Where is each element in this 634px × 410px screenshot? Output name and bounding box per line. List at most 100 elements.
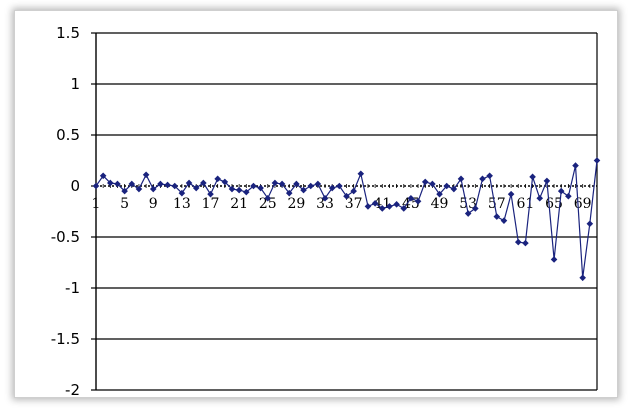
x-tick-label: 69: [574, 196, 592, 212]
data-point-marker: [200, 179, 207, 187]
x-axis-tick-labels: 1 5 9 13 17 21 25 29 33 37 41 45 49 53 57 61 65 69: [92, 196, 592, 212]
data-point-marker: [593, 157, 601, 164]
x-tick-label: 13: [173, 196, 191, 212]
data-point-marker: [285, 189, 293, 197]
data-point-marker: [243, 188, 250, 196]
data-point-marker: [371, 200, 379, 207]
data-point-marker: [264, 194, 272, 202]
data-point-marker: [92, 182, 100, 190]
data-point-marker: [457, 175, 465, 183]
data-point-marker: [228, 185, 236, 193]
y-axis-tick-labels: 1.5 1 0.5 0 -0.5 -1 -1.5 -2: [51, 24, 80, 397]
data-point-marker: [507, 190, 515, 198]
x-tick-label: 49: [431, 196, 449, 212]
series-line: [95, 160, 598, 278]
data-point-marker: [207, 190, 214, 198]
data-point-marker: [314, 180, 322, 188]
data-point-marker: [479, 175, 486, 183]
data-point-marker: [500, 217, 508, 224]
data-point-marker: [171, 182, 179, 190]
line-chart: 1.5 1 0.5 0 -0.5 -1 -1.5 -2 1 5 9 13 17 21 25 29 33 37 41…: [51, 24, 601, 397]
data-point-marker: [271, 179, 279, 187]
y-tick-label: -1.5: [51, 330, 80, 348]
data-point-marker: [579, 274, 586, 282]
y-tick-label: -1: [65, 279, 80, 297]
y-tick-label: -0.5: [51, 228, 80, 246]
data-point-marker: [157, 180, 164, 188]
x-tick-label: 17: [202, 196, 220, 212]
data-point-marker: [557, 187, 565, 195]
data-point-marker: [472, 205, 479, 212]
y-tick-label: 1.5: [56, 24, 80, 42]
data-point-marker: [565, 192, 572, 200]
data-point-marker: [142, 171, 150, 179]
data-point-marker: [278, 180, 286, 188]
data-point-marker: [307, 182, 315, 190]
data-point-marker: [543, 177, 551, 185]
data-point-marker: [364, 203, 372, 210]
x-tick-label: 57: [488, 196, 506, 212]
data-point-marker: [293, 180, 300, 188]
data-point-marker: [550, 256, 558, 263]
data-point-marker: [164, 181, 171, 189]
data-point-marker: [257, 184, 264, 192]
data-point-marker: [357, 170, 365, 178]
y-tick-label: -2: [65, 381, 80, 397]
data-point-marker: [378, 205, 386, 212]
x-tick-label: 29: [287, 196, 305, 212]
x-tick-label: 9: [149, 196, 158, 212]
data-point-marker: [107, 179, 114, 187]
data-point-marker: [178, 189, 186, 197]
data-point-marker: [400, 205, 408, 212]
data-point-marker: [522, 239, 529, 247]
data-point-marker: [121, 187, 128, 195]
x-tick-label: 41: [373, 196, 391, 212]
data-point-marker: [436, 190, 443, 198]
data-point-marker: [464, 210, 472, 217]
x-tick-label: 37: [345, 196, 363, 212]
data-point-marker: [414, 198, 422, 205]
data-point-marker: [221, 178, 229, 186]
x-tick-label: 33: [316, 196, 334, 212]
x-tick-label: 61: [517, 196, 535, 212]
data-point-marker: [421, 178, 429, 186]
data-point-marker: [486, 172, 493, 180]
data-point-marker: [429, 180, 436, 188]
y-tick-label: 1: [70, 75, 80, 93]
data-point-marker: [529, 173, 536, 181]
y-tick-label: 0.5: [56, 126, 80, 144]
data-point-marker: [572, 162, 579, 169]
data-point-marker: [214, 175, 221, 183]
data-point-marker: [336, 182, 343, 190]
data-point-marker: [250, 182, 257, 190]
data-point-marker: [185, 179, 193, 187]
x-tick-label: 1: [92, 196, 101, 212]
data-point-marker: [407, 194, 415, 202]
data-point-marker: [99, 172, 107, 180]
data-point-marker: [450, 185, 458, 193]
data-point-marker: [536, 194, 544, 202]
data-point-marker: [114, 180, 121, 188]
series-line-layer: [95, 160, 598, 278]
data-point-marker: [192, 184, 200, 192]
data-point-markers: [92, 157, 601, 282]
data-point-marker: [328, 184, 336, 192]
data-point-marker: [393, 201, 400, 208]
grid-lines: [96, 32, 597, 391]
data-point-marker: [514, 238, 522, 246]
data-point-marker: [343, 192, 350, 200]
data-point-marker: [321, 194, 329, 202]
data-point-marker: [350, 187, 357, 195]
x-tick-label: 21: [230, 196, 248, 212]
data-point-marker: [235, 186, 243, 194]
x-tick-label: 5: [120, 196, 129, 212]
data-point-marker: [149, 185, 157, 193]
chart-frame: 1.5 1 0.5 0 -0.5 -1 -1.5 -2 1 5 9 13 17 21 25 29 33 37 41…: [14, 10, 618, 398]
data-point-marker: [386, 203, 393, 210]
data-point-marker: [300, 186, 307, 194]
data-point-marker: [493, 213, 501, 220]
y-tick-label: 0: [70, 177, 80, 195]
x-tick-label: 25: [259, 196, 277, 212]
data-point-marker: [586, 220, 594, 228]
data-point-marker: [443, 182, 450, 190]
